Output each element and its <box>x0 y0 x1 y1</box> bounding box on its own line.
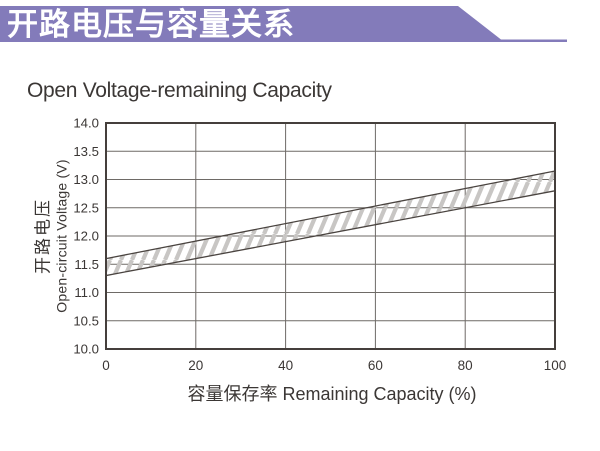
y-tick-label: 12.0 <box>73 229 99 244</box>
x-tick-label: 80 <box>458 358 473 373</box>
y-tick-label: 12.5 <box>73 200 99 215</box>
y-tick-label: 11.5 <box>74 257 99 272</box>
x-tick-label: 20 <box>188 358 203 373</box>
chart-title: Open Voltage-remaining Capacity <box>27 79 332 102</box>
banner-polygon <box>0 6 567 42</box>
y-tick-label: 10.0 <box>73 342 99 357</box>
voltage-band <box>105 170 556 277</box>
header-banner-shape <box>0 6 567 42</box>
y-tick-label: 14.0 <box>73 116 99 131</box>
x-axis-title: 容量保存率 Remaining Capacity (%) <box>187 384 477 404</box>
y-tick-label: 11.0 <box>74 285 99 300</box>
y-tick-label: 10.5 <box>73 313 99 328</box>
plot-area: 14.0 13.5 13.0 12.5 12.0 11.5 11.0 10.5 10.00 20 4… <box>73 116 566 373</box>
y-tick-label: 13.0 <box>73 172 99 187</box>
y-tick-label: 13.5 <box>73 144 99 159</box>
x-tick-label: 40 <box>278 358 293 373</box>
x-tick-label: 60 <box>368 358 383 373</box>
x-tick-label: 100 <box>544 358 567 373</box>
plot-border <box>105 122 556 350</box>
page-title: 开路电压与容量关系 <box>7 7 295 42</box>
x-tick-label: 0 <box>102 358 110 373</box>
